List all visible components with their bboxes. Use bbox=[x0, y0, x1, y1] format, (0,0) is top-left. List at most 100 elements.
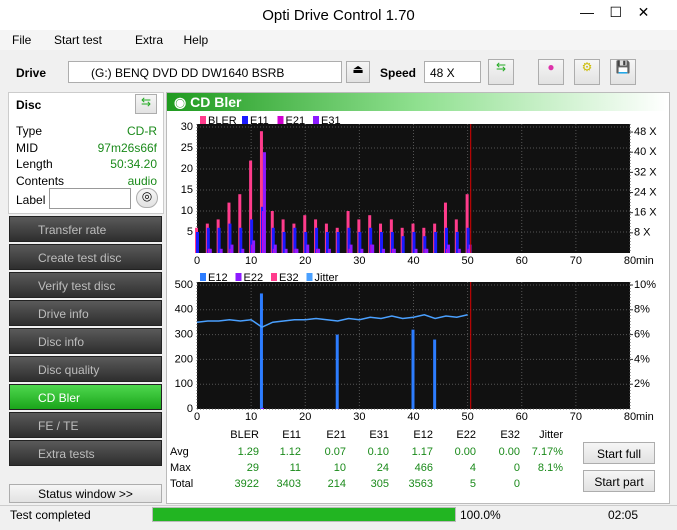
erase-button[interactable]: ● bbox=[538, 59, 564, 85]
window-title: Opti Drive Control 1.70 bbox=[262, 7, 415, 24]
x-tick-label: 70 bbox=[570, 411, 582, 423]
field-value: 97m26s66f bbox=[97, 140, 157, 155]
label-input[interactable] bbox=[49, 188, 131, 209]
drive-select[interactable]: (G:) BENQ DVD DD DW1640 BSRB bbox=[68, 61, 342, 83]
legend-label: Jitter bbox=[315, 272, 339, 284]
legend-label: E12 bbox=[208, 272, 228, 284]
stats-header: E31 bbox=[369, 429, 389, 441]
y-tick-label: 500 bbox=[175, 279, 193, 291]
eject-button[interactable]: ⏏ bbox=[346, 61, 370, 83]
bar bbox=[382, 248, 386, 253]
bar bbox=[325, 232, 329, 253]
nav-button[interactable]: CD Bler bbox=[9, 384, 162, 410]
stats-value: 0 bbox=[514, 478, 520, 490]
settings-button[interactable]: ⚙ bbox=[574, 59, 600, 85]
menu-item[interactable]: File bbox=[12, 33, 32, 47]
x-tick-label: 0 bbox=[194, 255, 200, 267]
save-button[interactable]: 💾 bbox=[610, 59, 636, 85]
field-label: Length bbox=[16, 157, 53, 171]
bar bbox=[238, 194, 242, 253]
legend-swatch bbox=[271, 273, 277, 281]
x-tick-label: 40 bbox=[407, 411, 419, 423]
x-unit: min bbox=[636, 411, 654, 423]
bar bbox=[206, 227, 210, 253]
bar bbox=[217, 227, 221, 253]
nav-button[interactable]: Extra tests bbox=[9, 440, 162, 466]
stats-header: Jitter bbox=[539, 429, 563, 441]
menu-item[interactable]: Start test bbox=[54, 33, 103, 47]
bar bbox=[466, 227, 470, 253]
stats-value: 11 bbox=[290, 462, 301, 474]
disc-refresh[interactable]: ⇆ bbox=[135, 94, 157, 114]
bar bbox=[390, 232, 394, 253]
bar bbox=[259, 131, 263, 253]
y-tick-label: 400 bbox=[175, 304, 193, 316]
speed-select[interactable]: 48 X bbox=[424, 61, 481, 83]
bar bbox=[259, 293, 263, 409]
legend-label: E21 bbox=[286, 115, 306, 127]
bar bbox=[392, 248, 396, 253]
nav-button[interactable]: Verify test disc bbox=[9, 272, 162, 298]
x-tick-label: 10 bbox=[245, 411, 257, 423]
y2-tick-label: 2% bbox=[634, 378, 650, 390]
nav-button[interactable]: FE / TE bbox=[9, 412, 162, 438]
y2-tick-label: 32 X bbox=[634, 166, 657, 178]
x-tick-label: 60 bbox=[516, 411, 528, 423]
bar bbox=[358, 232, 362, 253]
x-tick-label: 20 bbox=[299, 411, 311, 423]
y2-tick-label: 4% bbox=[634, 353, 650, 365]
bar bbox=[468, 244, 472, 253]
legend-label: E31 bbox=[321, 115, 341, 127]
bar bbox=[349, 244, 353, 253]
x-unit: min bbox=[636, 255, 654, 267]
bar bbox=[284, 248, 288, 253]
bar bbox=[411, 329, 415, 409]
bar bbox=[317, 248, 321, 253]
stats-value: 1.12 bbox=[280, 446, 301, 458]
y-tick-label: 10 bbox=[181, 205, 193, 217]
bar bbox=[401, 236, 405, 253]
legend-swatch bbox=[235, 273, 242, 281]
y2-tick-label: 40 X bbox=[634, 146, 657, 158]
bar bbox=[360, 248, 364, 253]
stats-value: 0 bbox=[514, 462, 520, 474]
x-tick-label: 70 bbox=[570, 255, 582, 267]
panel-header bbox=[167, 93, 667, 111]
menu-bar: File Start test Extra Help bbox=[0, 30, 677, 50]
bar bbox=[228, 223, 232, 253]
y2-tick-label: 24 X bbox=[634, 186, 657, 198]
bar bbox=[208, 248, 212, 253]
title-bar bbox=[0, 0, 677, 30]
nav-button[interactable]: Disc quality bbox=[9, 356, 162, 382]
nav-button[interactable]: Create test disc bbox=[9, 244, 162, 270]
y-tick-label: 20 bbox=[181, 163, 193, 175]
legend-swatch bbox=[277, 116, 284, 124]
y2-tick-label: 8% bbox=[634, 304, 650, 316]
bar bbox=[433, 339, 437, 409]
elapsed-time: 02:05 bbox=[608, 508, 639, 522]
progress-fill bbox=[153, 508, 455, 521]
legend-swatch bbox=[313, 116, 319, 124]
nav-button[interactable]: Disc info bbox=[9, 328, 162, 354]
window-controls[interactable]: — ☐ ✕ bbox=[580, 4, 650, 20]
bar bbox=[457, 248, 461, 253]
x-tick-label: 40 bbox=[407, 255, 419, 267]
menu-item[interactable]: Help bbox=[183, 33, 209, 47]
nav-button[interactable]: Drive info bbox=[9, 300, 162, 326]
bar bbox=[196, 232, 199, 253]
status-window-button[interactable]: Status window >> bbox=[9, 484, 162, 503]
start-full-button[interactable]: Start full bbox=[583, 442, 655, 464]
menu-item[interactable]: Extra bbox=[135, 33, 164, 47]
panel-title-text: CD Bler bbox=[190, 94, 242, 110]
bar bbox=[306, 244, 310, 253]
nav-button[interactable]: Transfer rate bbox=[9, 216, 162, 242]
x-tick-label: 30 bbox=[353, 411, 365, 423]
start-part-button[interactable]: Start part bbox=[583, 470, 655, 492]
bar bbox=[249, 160, 253, 253]
stats-value: 305 bbox=[371, 478, 389, 490]
y-tick-label: 30 bbox=[181, 121, 193, 133]
refresh-button[interactable]: ⇆ bbox=[488, 59, 514, 85]
y-tick-label: 15 bbox=[181, 184, 193, 196]
field-value: audio bbox=[127, 173, 157, 188]
label-button[interactable]: ◎ bbox=[136, 188, 158, 208]
